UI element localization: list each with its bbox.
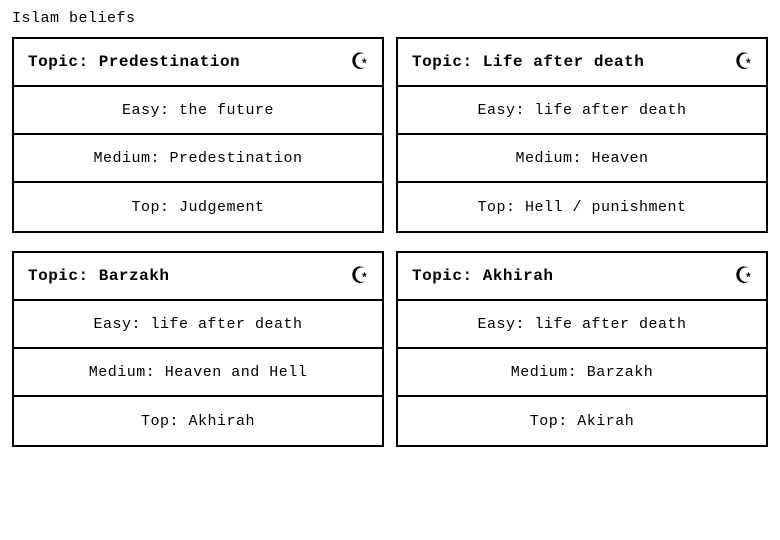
topic-prefix: Topic: [28,53,99,71]
card-predestination: Topic: Predestination ☪ Easy: the future… [12,37,384,233]
card-row-top: Top: Judgement [14,183,382,231]
card-header: Topic: Predestination ☪ [14,39,382,87]
topic-label: Topic: Life after death [412,53,644,71]
cards-grid: Topic: Predestination ☪ Easy: the future… [12,37,768,447]
card-header: Topic: Akhirah ☪ [398,253,766,301]
card-barzakh: Topic: Barzakh ☪ Easy: life after death … [12,251,384,447]
card-header: Topic: Life after death ☪ [398,39,766,87]
topic-prefix: Topic: [412,267,483,285]
card-row-top: Top: Akirah [398,397,766,445]
topic-text: Akhirah [483,267,554,285]
card-header: Topic: Barzakh ☪ [14,253,382,301]
card-row-easy: Easy: life after death [398,87,766,135]
card-life-after-death: Topic: Life after death ☪ Easy: life aft… [396,37,768,233]
topic-prefix: Topic: [412,53,483,71]
card-row-medium: Medium: Predestination [14,135,382,183]
card-row-medium: Medium: Heaven and Hell [14,349,382,397]
star-crescent-icon: ☪ [352,49,368,75]
star-crescent-icon: ☪ [736,263,752,289]
topic-text: Predestination [99,53,240,71]
topic-text: Life after death [483,53,645,71]
card-row-easy: Easy: life after death [14,301,382,349]
card-row-top: Top: Akhirah [14,397,382,445]
star-crescent-icon: ☪ [352,263,368,289]
topic-label: Topic: Predestination [28,53,240,71]
topic-text: Barzakh [99,267,170,285]
page-title: Islam beliefs [12,10,768,27]
card-row-medium: Medium: Barzakh [398,349,766,397]
topic-prefix: Topic: [28,267,99,285]
card-row-medium: Medium: Heaven [398,135,766,183]
card-akhirah: Topic: Akhirah ☪ Easy: life after death … [396,251,768,447]
card-row-easy: Easy: the future [14,87,382,135]
topic-label: Topic: Akhirah [412,267,553,285]
card-row-top: Top: Hell / punishment [398,183,766,231]
star-crescent-icon: ☪ [736,49,752,75]
topic-label: Topic: Barzakh [28,267,169,285]
card-row-easy: Easy: life after death [398,301,766,349]
